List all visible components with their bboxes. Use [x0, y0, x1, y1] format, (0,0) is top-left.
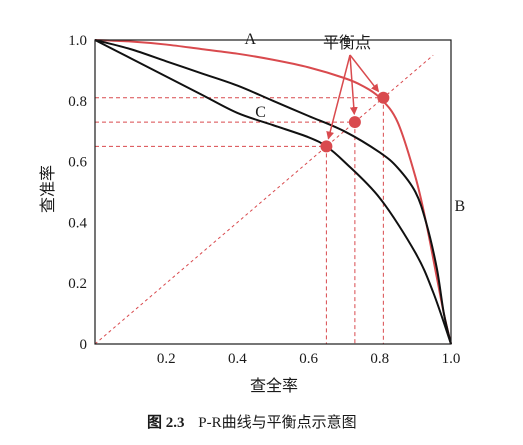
x-tick-label: 0.4 [228, 351, 247, 367]
diagonal-guide-line [94, 54, 434, 345]
caption: 图 2.3 P-R曲线与平衡点示意图 [147, 413, 357, 431]
x-tick-label: 1.0 [442, 351, 461, 367]
curve-a [94, 39, 452, 345]
pr-curves [94, 39, 452, 345]
break-even-markers [320, 91, 390, 153]
plot-frame [94, 39, 452, 345]
guide-lines [94, 54, 434, 345]
curve-c [94, 39, 452, 345]
y-tick-label: 1.0 [68, 33, 87, 49]
annotation: 平衡点 [323, 33, 380, 140]
annotation-arrow-2 [349, 54, 358, 116]
caption-text: P-R曲线与平衡点示意图 [198, 413, 356, 431]
y-tick-label: 0.8 [68, 94, 87, 110]
break-even-point-1 [320, 140, 333, 153]
curve-label-a: A [245, 31, 257, 48]
curve-label-c: C [255, 104, 266, 121]
break-even-point-3 [377, 91, 390, 104]
y-axis-title-group: 查准率 [38, 165, 57, 213]
annotation-arrow-3 [349, 54, 380, 93]
y-tick-label: 0.4 [68, 215, 87, 231]
x-tick-label: 0.2 [157, 351, 176, 367]
caption-label: 图 2.3 [147, 414, 185, 431]
curve-labels: A B C [245, 31, 466, 215]
y-tick-label: 0.2 [68, 276, 87, 292]
tick-labels: 0.2 0.4 0.6 0.8 1.0 0 0.2 0.4 0.6 0.8 1.0 [68, 33, 460, 367]
x-axis-title: 查全率 [250, 376, 298, 395]
axes [94, 39, 452, 345]
x-tick-label: 0.6 [299, 351, 318, 367]
annotation-arrow-1 [326, 54, 351, 140]
annotation-label: 平衡点 [323, 33, 371, 52]
x-tick-label: 0.8 [370, 351, 389, 367]
curve-b [94, 39, 452, 345]
break-even-point-2 [348, 116, 361, 129]
y-tick-label: 0 [80, 337, 88, 353]
y-tick-label: 0.6 [68, 155, 87, 171]
curve-label-b: B [455, 198, 466, 215]
y-axis-title: 查准率 [38, 165, 57, 213]
